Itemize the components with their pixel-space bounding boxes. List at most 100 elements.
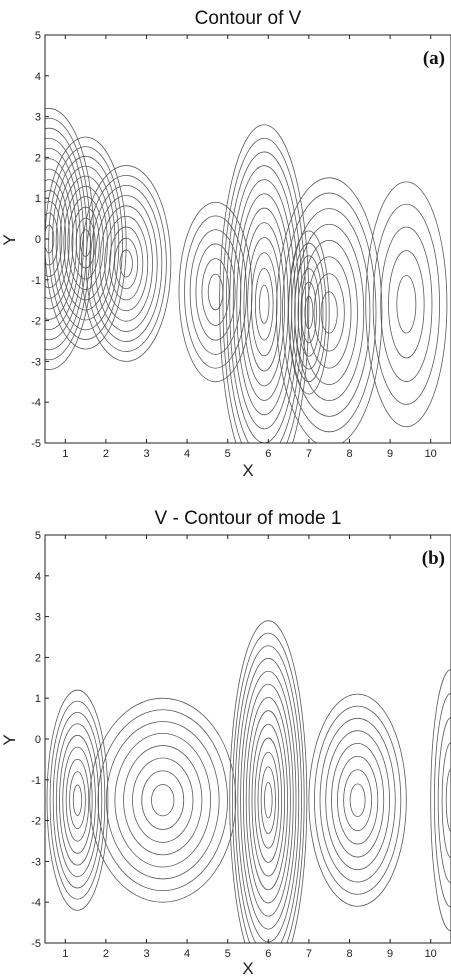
- contour-line: [257, 751, 280, 849]
- contour-line: [105, 721, 220, 880]
- contour-line: [313, 273, 345, 352]
- contour-line: [248, 710, 288, 891]
- contour-line: [71, 206, 100, 280]
- contour-line: [184, 215, 247, 369]
- y-tick-label: -3: [31, 856, 41, 868]
- contour-line: [48, 146, 123, 340]
- contour-line: [325, 730, 390, 871]
- contour-line: [97, 709, 228, 892]
- contour-line: [201, 258, 230, 326]
- contour-line: [89, 697, 237, 903]
- y-tick-label: -2: [31, 816, 41, 828]
- contour-line: [45, 168, 74, 310]
- contour-line: [99, 205, 153, 322]
- x-tick-label: 10: [425, 948, 437, 960]
- contour-line: [104, 215, 149, 312]
- contour-line: [90, 184, 163, 342]
- x-tick-label: 5: [225, 448, 231, 460]
- panel-b: V - Contour of mode 1 1 2 3 4 5 6 7 8 9 10543210-…: [0, 508, 451, 978]
- contour-line: [291, 242, 327, 383]
- contour-line: [388, 250, 425, 359]
- contour-line: [380, 226, 433, 382]
- contour-line: [242, 683, 294, 917]
- contour-line: [45, 147, 81, 331]
- x-tick-label: 1: [62, 448, 68, 460]
- x-tick-label: 6: [265, 448, 271, 460]
- contour-line: [62, 746, 93, 854]
- contour-line: [69, 771, 86, 830]
- x-tick-label: 8: [346, 948, 352, 960]
- contour-line: [306, 256, 352, 369]
- contour-line: [189, 229, 242, 355]
- y-tick-label: 2: [35, 152, 41, 164]
- panel-a-title: Contour of V: [195, 8, 302, 29]
- contour-line: [433, 693, 451, 908]
- contour-line: [80, 229, 92, 257]
- contour-line: [207, 273, 224, 311]
- panel-a-frame: [44, 34, 451, 444]
- contour-line: [51, 155, 120, 331]
- contour-line: [240, 670, 297, 930]
- x-tick-label: 7: [306, 948, 312, 960]
- contour-line: [109, 226, 144, 301]
- contour-line: [132, 757, 194, 843]
- contour-line: [229, 620, 308, 943]
- contour-line: [314, 705, 402, 895]
- contour-line: [55, 723, 100, 878]
- x-tick-label: 9: [387, 948, 393, 960]
- y-tick-label: 0: [35, 234, 41, 246]
- contour-line: [276, 177, 383, 443]
- x-tick-label: 4: [184, 948, 190, 960]
- contour-line: [254, 268, 274, 341]
- panel-b-contours: [46, 620, 451, 943]
- contour-line: [55, 165, 116, 321]
- contour-line: [304, 295, 314, 330]
- contour-line: [45, 179, 70, 299]
- y-tick-label: 1: [35, 693, 41, 705]
- contour-line: [264, 781, 273, 819]
- contour-line: [251, 723, 286, 877]
- y-tick-label: -3: [31, 356, 41, 368]
- x-tick-label: 10: [425, 448, 437, 460]
- contour-line: [63, 185, 108, 301]
- contour-line: [141, 770, 185, 830]
- contour-line: [245, 696, 291, 904]
- y-tick-label: 3: [35, 612, 41, 624]
- contour-line: [300, 239, 358, 385]
- contour-line: [260, 766, 276, 834]
- contour-line: [237, 658, 300, 943]
- y-tick-label: -5: [31, 438, 41, 450]
- contour-line: [437, 717, 451, 884]
- contour-line: [45, 136, 127, 350]
- contour-line: [319, 717, 396, 883]
- contour-line: [288, 208, 371, 417]
- panel-b-xlabel: X: [242, 959, 253, 978]
- contour-line: [232, 632, 305, 943]
- contour-line: [222, 137, 306, 443]
- panel-a-contours: [45, 108, 448, 443]
- contour-line: [234, 645, 302, 943]
- contour-line: [151, 784, 175, 817]
- x-tick-label: 1: [62, 948, 68, 960]
- contour-line: [294, 223, 365, 402]
- contour-line: [123, 745, 203, 856]
- contour-line: [320, 291, 338, 334]
- contour-line: [81, 165, 172, 362]
- contour-line: [225, 151, 303, 443]
- panel-a: Contour of V 1 2 3 4 5 6 7 8 9 10543210-1-2-3-4-5…: [0, 8, 451, 480]
- y-tick-label: -4: [31, 897, 41, 909]
- y-tick-label: 4: [35, 571, 41, 583]
- y-tick-label: -1: [31, 775, 41, 787]
- panel-a-label: (a): [423, 48, 445, 69]
- contour-line: [365, 181, 448, 428]
- contour-line: [243, 222, 285, 387]
- contour-line: [251, 252, 278, 357]
- panel-a-xlabel: X: [242, 461, 253, 480]
- contour-line: [67, 196, 104, 290]
- y-tick-label: 2: [35, 652, 41, 664]
- contour-line: [119, 249, 133, 278]
- x-tick-label: 7: [306, 448, 312, 460]
- contour-line: [349, 783, 366, 817]
